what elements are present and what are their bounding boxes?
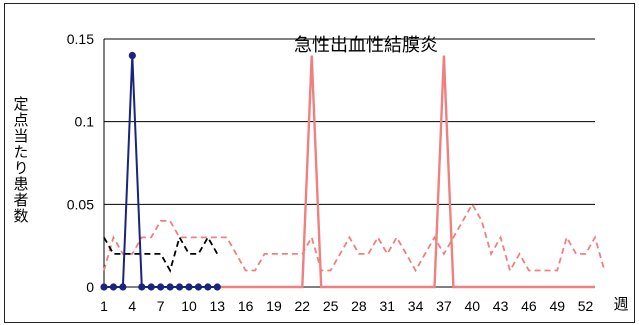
data-point xyxy=(109,283,118,291)
data-point xyxy=(213,283,221,291)
data-point xyxy=(100,283,108,291)
series-line-2 xyxy=(217,55,595,289)
x-tick-label: 7 xyxy=(157,298,165,314)
x-tick-label: 28 xyxy=(351,298,367,314)
data-point xyxy=(119,283,127,291)
x-tick-label: 22 xyxy=(294,298,310,314)
series-line-1 xyxy=(103,235,219,273)
y-tick-label: 0 xyxy=(86,279,94,295)
y-tick-label: 0.05 xyxy=(67,196,94,212)
y-axis-label: 定点当たり患者数 xyxy=(11,96,29,224)
x-tick-label: 34 xyxy=(408,298,424,314)
x-tick-label: 40 xyxy=(464,298,480,314)
x-tick-label: 16 xyxy=(238,298,254,314)
y-tick-label: 0.1 xyxy=(75,114,95,130)
data-point xyxy=(194,283,203,291)
x-tick-label: 25 xyxy=(323,298,339,314)
x-axis-label: 週 xyxy=(613,296,628,313)
data-point xyxy=(166,283,174,291)
data-point xyxy=(138,283,146,291)
x-tick-label: 37 xyxy=(436,298,452,314)
x-tick-label: 13 xyxy=(210,298,226,314)
x-tick-label: 49 xyxy=(549,298,565,314)
x-tick-label: 43 xyxy=(493,298,509,314)
x-tick-label: 1 xyxy=(100,298,108,314)
x-tick-label: 4 xyxy=(128,298,136,314)
data-point xyxy=(147,283,155,291)
y-tick-label: 0.15 xyxy=(67,31,94,47)
x-tick-label: 46 xyxy=(521,298,537,314)
data-point xyxy=(204,283,212,291)
x-tick-label: 10 xyxy=(181,298,197,314)
y-axis-label-wrap: 定点当たり患者数 xyxy=(6,60,34,260)
x-tick-label: 31 xyxy=(379,298,395,314)
chart-title: 急性出血性結膜炎 xyxy=(294,35,438,56)
series-line-0 xyxy=(103,202,606,273)
data-point xyxy=(175,283,184,291)
data-point xyxy=(185,283,193,291)
x-tick-label: 52 xyxy=(578,298,594,314)
chart-frame xyxy=(4,3,635,323)
x-tick-label: 19 xyxy=(266,298,282,314)
data-point xyxy=(128,51,136,60)
data-point xyxy=(157,283,165,291)
